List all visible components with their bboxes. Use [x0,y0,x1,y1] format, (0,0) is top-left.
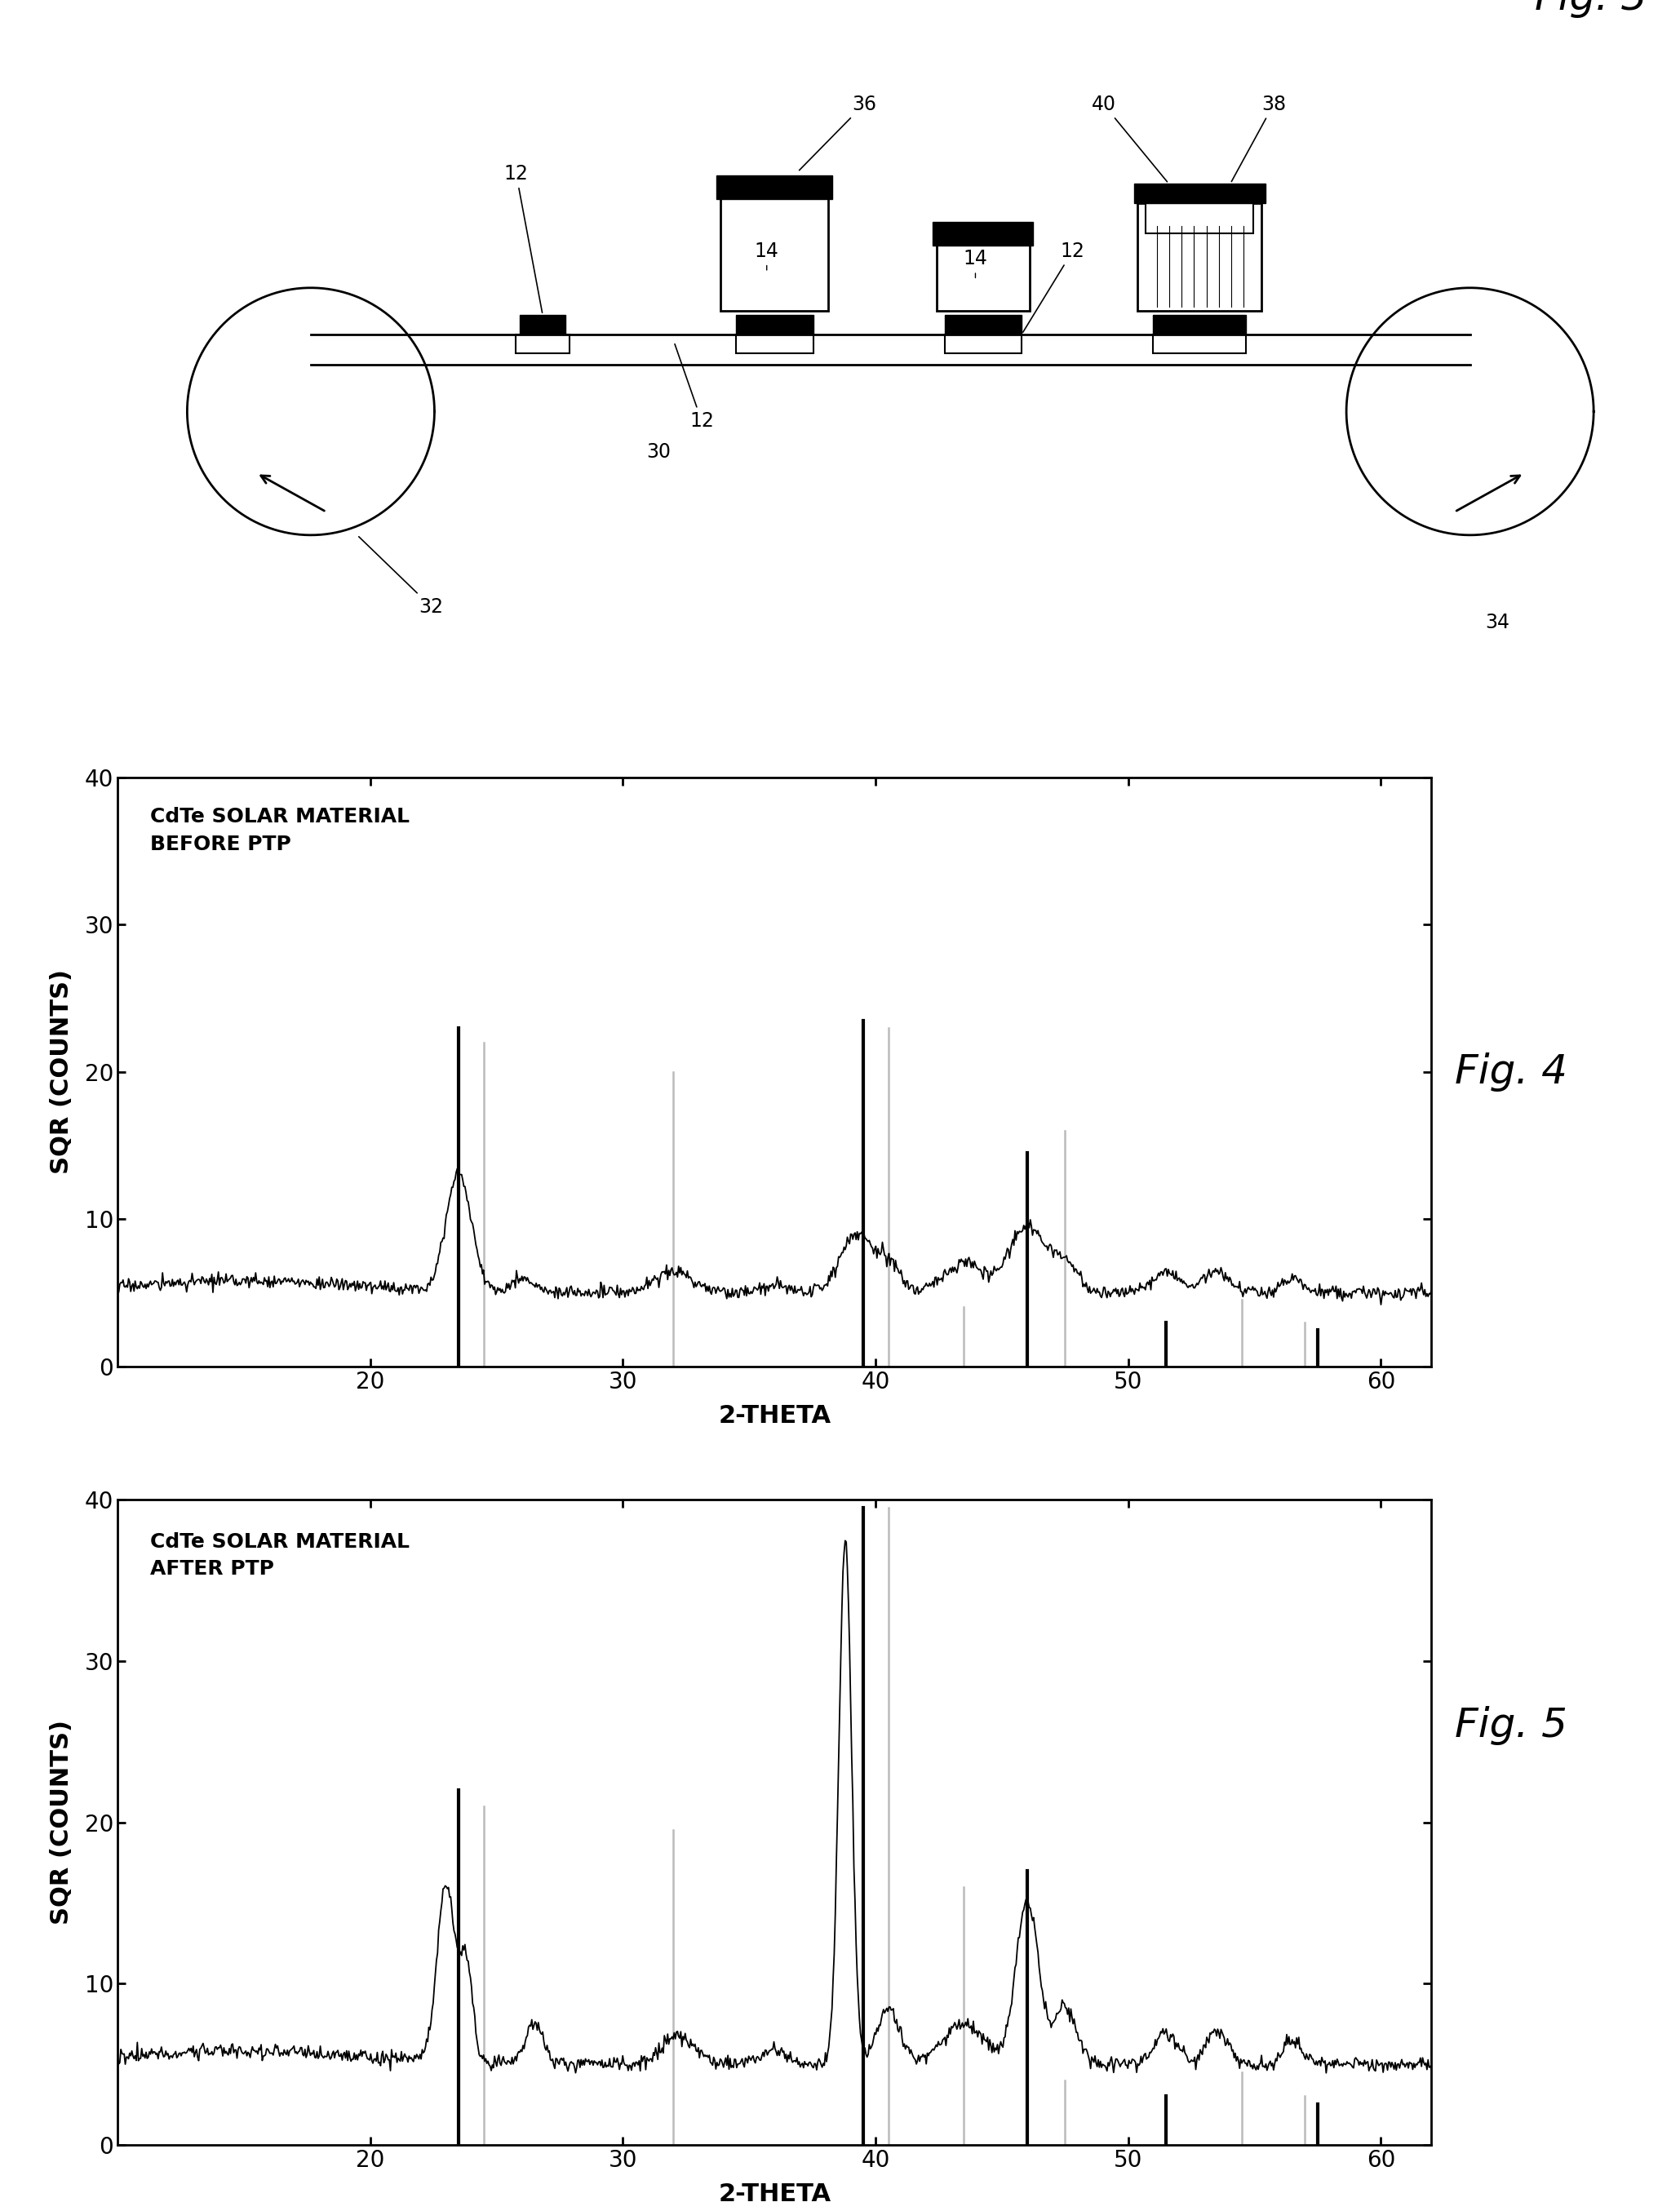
X-axis label: 2-THETA: 2-THETA [717,1404,832,1428]
Bar [1146,203,1253,234]
Text: 14: 14 [754,241,780,270]
Text: CdTe SOLAR MATERIAL
AFTER PTP: CdTe SOLAR MATERIAL AFTER PTP [151,1532,410,1579]
Bar [516,334,570,354]
Bar [1134,184,1265,203]
X-axis label: 2-THETA: 2-THETA [717,2182,832,2207]
Y-axis label: SQR (COUNTS): SQR (COUNTS) [50,1720,74,1926]
Bar [944,334,1021,354]
Text: 36: 36 [800,95,877,170]
Text: 34: 34 [1485,612,1510,632]
Bar [736,314,813,334]
Bar [717,175,833,199]
Bar [1152,334,1247,354]
Bar [932,221,1033,245]
Text: 14: 14 [963,250,988,279]
Bar [721,188,828,312]
Text: 12: 12 [1023,241,1085,332]
Bar [519,314,566,334]
Text: CdTe SOLAR MATERIAL
BEFORE PTP: CdTe SOLAR MATERIAL BEFORE PTP [151,807,410,853]
Text: 12: 12 [675,345,714,431]
Bar [944,314,1021,334]
Text: 30: 30 [647,442,670,462]
Text: Fig. 4: Fig. 4 [1455,1052,1567,1092]
Bar [1152,314,1247,334]
Text: Fig. 3: Fig. 3 [1536,0,1648,18]
Bar [1137,203,1262,312]
Text: 32: 32 [360,537,444,617]
Y-axis label: SQR (COUNTS): SQR (COUNTS) [50,971,74,1174]
Text: 40: 40 [1092,95,1168,181]
Bar [736,334,813,354]
Text: Fig. 5: Fig. 5 [1455,1707,1567,1744]
Bar [937,234,1030,312]
Text: 38: 38 [1231,95,1285,181]
Text: 12: 12 [504,164,543,312]
